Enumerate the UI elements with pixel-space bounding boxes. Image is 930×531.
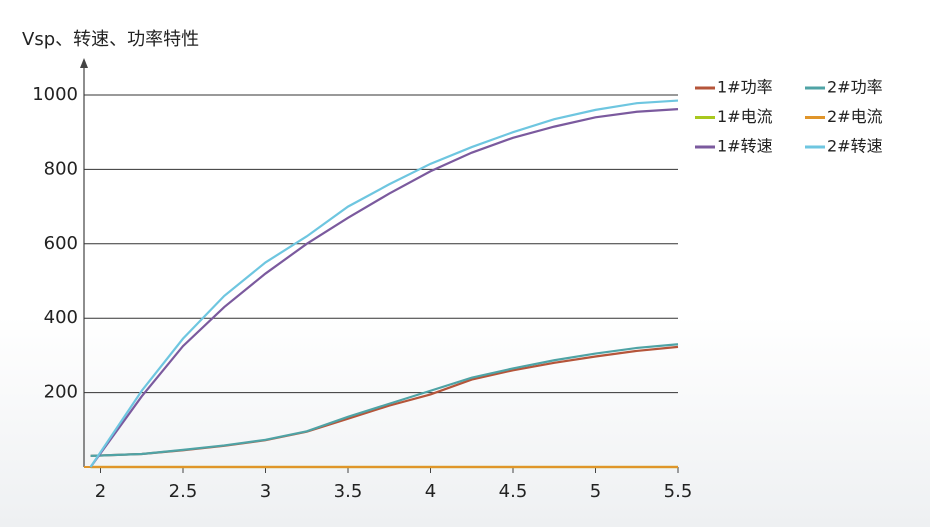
legend-label: 1#转速 [717, 137, 773, 156]
series-line [89, 108, 679, 468]
x-tick-label: 3.5 [334, 481, 363, 502]
chart-title: Vsp、转速、功率特性 [22, 29, 199, 50]
y-tick-label: 400 [44, 307, 78, 328]
x-tick-label: 4.5 [499, 481, 528, 502]
x-tick-label: 3 [260, 481, 271, 502]
series-line [90, 343, 679, 457]
x-tick-label: 2 [95, 481, 106, 502]
series-line [89, 99, 679, 468]
y-tick-label: 800 [44, 158, 78, 179]
x-tick-label: 4 [425, 481, 436, 502]
legend-label: 2#功率 [827, 78, 883, 97]
y-tick-label: 1000 [32, 84, 78, 105]
series-line [90, 345, 679, 457]
y-tick-label: 200 [44, 382, 78, 403]
y-tick-label: 600 [44, 233, 78, 254]
legend-label: 2#转速 [827, 137, 883, 156]
legend-label: 2#电流 [827, 107, 883, 126]
x-tick-label: 5 [590, 481, 601, 502]
legend-label: 1#电流 [717, 107, 773, 126]
y-axis-arrow [80, 58, 88, 68]
x-tick-label: 2.5 [169, 481, 198, 502]
x-tick-label: 5.5 [664, 481, 693, 502]
legend-label: 1#功率 [717, 78, 773, 97]
